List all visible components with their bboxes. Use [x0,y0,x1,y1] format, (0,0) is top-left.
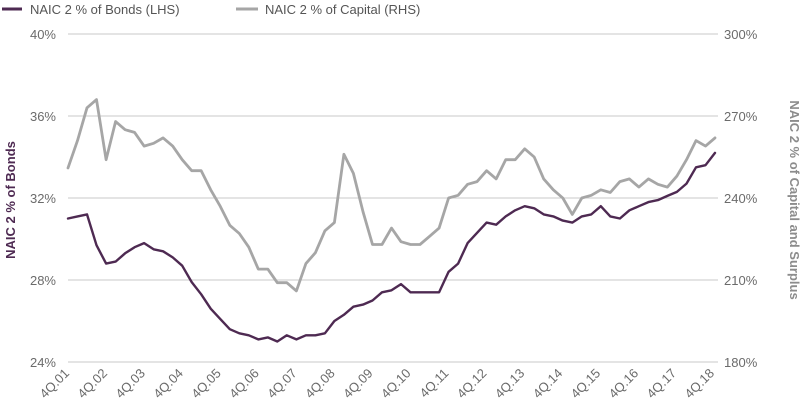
y-axis-right-label: NAIC 2 % of Capital and Surplus [787,100,800,299]
x-tick: 4Q.14 [530,366,566,402]
x-tick: 4Q.02 [74,366,110,402]
x-tick: 4Q.07 [264,366,300,402]
y-tick-right: 240% [724,191,758,206]
legend-label-capital: NAIC 2 % of Capital (RHS) [265,2,420,17]
y-tick-right: 210% [724,273,758,288]
x-tick: 4Q.05 [188,366,224,402]
y-tick-left: 40% [30,27,56,42]
x-tick: 4Q.09 [340,366,376,402]
x-tick: 4Q.10 [378,366,414,402]
x-tick: 4Q.13 [492,366,528,402]
x-tick: 4Q.15 [568,366,604,402]
x-tick: 4Q.11 [417,366,452,401]
y-axis-left-label: NAIC 2 % of Bonds [3,141,18,259]
y-tick-left: 24% [30,355,56,370]
x-tick: 4Q.17 [644,366,680,402]
series-lines [66,98,717,343]
gridlines [68,33,718,363]
x-tick: 4Q.04 [150,366,186,402]
x-tick: 4Q.12 [454,366,490,402]
y-tick-right: 180% [724,355,758,370]
legend-label-bonds: NAIC 2 % of Bonds (LHS) [30,2,180,17]
x-tick: 4Q.01 [36,366,72,402]
x-tick: 4Q.16 [606,366,642,402]
x-tick: 4Q.06 [226,366,262,402]
x-axis-ticks: 4Q.01 4Q.02 4Q.03 4Q.04 4Q.05 4Q.06 4Q.07 4Q.08… [36,366,717,402]
y-tick-left: 28% [30,273,56,288]
left-axis-ticks: 24% 28% 32% 36% 40% [30,27,56,370]
y-tick-right: 270% [724,109,758,124]
x-tick: 4Q.18 [681,366,717,402]
right-axis-ticks: 180% 210% 240% 270% 300% [724,27,758,370]
y-tick-left: 36% [30,109,56,124]
x-tick: 4Q.08 [302,366,338,402]
x-tick: 4Q.03 [112,366,148,402]
y-tick-right: 300% [724,27,758,42]
series-line-bonds [66,151,717,343]
legend: NAIC 2 % of Bonds (LHS) NAIC 2 % of Capi… [2,2,420,17]
series-line-capital [66,98,717,293]
y-tick-left: 32% [30,191,56,206]
